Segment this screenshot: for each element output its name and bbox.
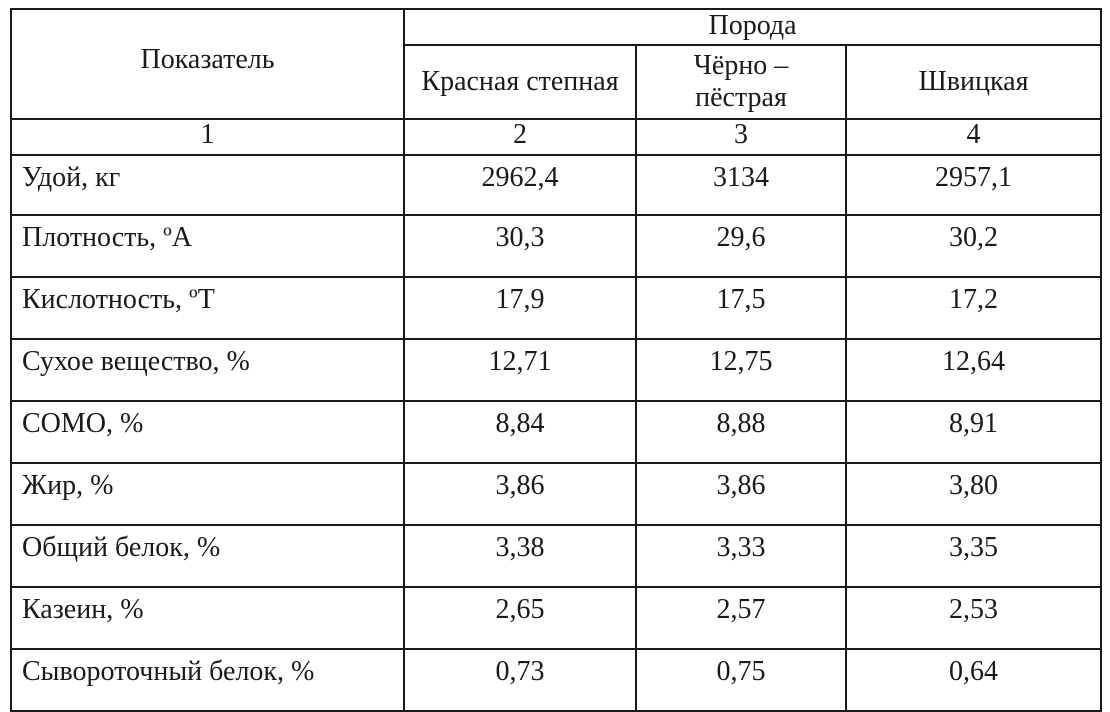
breed-header-swiss: Швицкая [844,44,1103,120]
table-row: Плотность, ºА 30,3 29,6 30,2 [10,214,1103,278]
table-row: Жир, % 3,86 3,86 3,80 [10,462,1103,526]
cell-value: 17,9 [403,276,637,340]
row-label: Общий белок, % [10,524,405,588]
milk-indicators-table: Показатель Порода Красная степная Чёрно … [10,8,1103,712]
table-row: Сывороточный белок, % 0,73 0,75 0,64 [10,648,1103,712]
cell-value: 29,6 [635,214,847,278]
column-numbering-row: 1 2 3 4 [10,118,1103,156]
cell-value: 2,57 [635,586,847,650]
row-label: СОМО, % [10,400,405,464]
row-label: Сывороточный белок, % [10,648,405,712]
row-label: Удой, кг [10,154,405,216]
table-row: Удой, кг 2962,4 3134 2957,1 [10,154,1103,216]
cell-value: 12,75 [635,338,847,402]
cell-value: 3,86 [403,462,637,526]
cell-value: 3,86 [635,462,847,526]
breed-group-header: Порода [402,8,1103,46]
table-row: Казеин, % 2,65 2,57 2,53 [10,586,1103,650]
table-row: Общий белок, % 3,38 3,33 3,35 [10,524,1103,588]
column-number: 1 [10,118,405,156]
table-row: Сухое вещество, % 12,71 12,75 12,64 [10,338,1103,402]
column-number: 3 [635,118,847,156]
milk-indicators-table-wrapper: Показатель Порода Красная степная Чёрно … [10,8,1103,712]
cell-value: 12,64 [844,338,1103,402]
row-label: Сухое вещество, % [10,338,405,402]
header-row-group: Показатель Порода [10,8,1103,120]
cell-value: 8,84 [403,400,637,464]
cell-value: 0,73 [403,648,637,712]
cell-value: 3,80 [844,462,1103,526]
cell-value: 2957,1 [844,154,1103,216]
cell-value: 3134 [635,154,847,216]
cell-value: 17,5 [635,276,847,340]
row-label: Плотность, ºА [10,214,405,278]
cell-value: 30,2 [844,214,1103,278]
cell-value: 30,3 [403,214,637,278]
breed-header-black-pied: Чёрно – пёстрая [635,44,847,120]
cell-value: 8,91 [844,400,1103,464]
cell-value: 3,35 [844,524,1103,588]
cell-value: 17,2 [844,276,1103,340]
cell-value: 8,88 [635,400,847,464]
indicator-header: Показатель [10,8,405,120]
column-number: 2 [403,118,637,156]
cell-value: 2962,4 [403,154,637,216]
cell-value: 0,75 [635,648,847,712]
cell-value: 2,65 [403,586,637,650]
header-row-breeds: Красная степная Чёрно – пёстрая Швицкая [11,44,1103,120]
cell-value: 12,71 [403,338,637,402]
cell-value: 0,64 [844,648,1103,712]
column-number: 4 [844,118,1103,156]
cell-value: 3,38 [403,524,637,588]
table-row: СОМО, % 8,84 8,88 8,91 [10,400,1103,464]
row-label: Жир, % [10,462,405,526]
cell-value: 2,53 [844,586,1103,650]
row-label: Казеин, % [10,586,405,650]
row-label: Кислотность, ºТ [10,276,405,340]
table-row: Кислотность, ºТ 17,9 17,5 17,2 [10,276,1103,340]
cell-value: 3,33 [635,524,847,588]
breed-header-red-steppe: Красная степная [403,44,637,120]
